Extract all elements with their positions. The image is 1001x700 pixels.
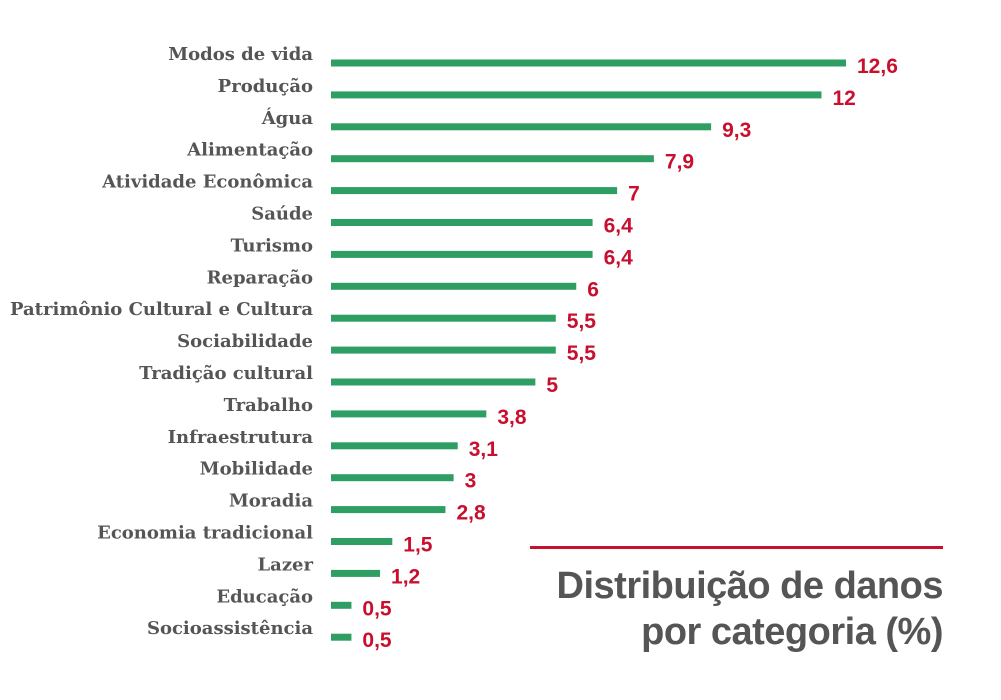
bar (331, 282, 577, 290)
category-label: Patrimônio Cultural e Cultura (10, 299, 313, 320)
bar (331, 187, 618, 195)
category-label: Atividade Econômica (101, 172, 313, 193)
bar (331, 410, 487, 418)
bar (331, 250, 593, 258)
chart-title-line-1: Distribuição de danos (556, 565, 944, 607)
value-label: 12 (832, 87, 855, 110)
chart-title-line-2: por categoria (%) (641, 611, 943, 653)
bar (331, 538, 393, 545)
value-label: 3 (465, 470, 477, 493)
value-label: 6,4 (604, 215, 634, 238)
value-label: 7 (628, 183, 640, 206)
bar (331, 91, 822, 99)
bar (331, 474, 454, 482)
bar (331, 601, 352, 609)
value-label: 1,5 (403, 534, 433, 557)
category-label: Moradia (229, 491, 314, 512)
bar (331, 346, 556, 354)
value-label: 0,5 (362, 597, 392, 620)
value-label: 3,1 (469, 438, 499, 461)
value-label: 5,5 (567, 310, 597, 333)
value-label: 5,5 (567, 342, 597, 365)
category-label: Socioassistência (147, 618, 313, 639)
category-label: Educação (216, 586, 313, 607)
category-label: Infraestrutura (168, 427, 314, 448)
bar (331, 506, 446, 514)
category-label: Tradição cultural (139, 363, 313, 384)
category-label: Lazer (258, 554, 314, 575)
value-label: 0,5 (362, 629, 392, 652)
bar (331, 155, 654, 163)
value-label: 2,8 (456, 502, 486, 525)
bar (331, 59, 846, 67)
value-label: 5 (546, 374, 558, 397)
bar (331, 633, 352, 641)
bar (331, 314, 556, 322)
bar (331, 378, 536, 386)
value-label: 3,8 (497, 406, 527, 429)
bar (331, 569, 381, 577)
chart-title-block: Distribuição de danos por categoria (%) (530, 546, 944, 655)
category-label: Saúde (251, 204, 313, 225)
value-label: 6,4 (604, 246, 634, 269)
category-label: Reparação (207, 267, 313, 288)
bar (331, 442, 458, 450)
category-label: Trabalho (224, 395, 313, 416)
category-label: Modos de vida (168, 44, 313, 65)
value-label: 7,9 (665, 151, 694, 174)
value-label: 6 (587, 278, 599, 301)
category-label: Sociabilidade (177, 331, 313, 352)
value-label: 1,2 (391, 565, 420, 588)
category-label: Mobilidade (200, 459, 313, 480)
category-label: Água (261, 106, 314, 129)
bar (331, 123, 712, 131)
bar (331, 219, 593, 226)
category-label: Turismo (231, 235, 313, 256)
category-label: Economia tradicional (97, 523, 313, 544)
value-label: 9,3 (722, 119, 751, 142)
category-label: Produção (218, 76, 313, 97)
category-label: Alimentação (186, 140, 313, 161)
value-label: 12,6 (857, 55, 898, 78)
